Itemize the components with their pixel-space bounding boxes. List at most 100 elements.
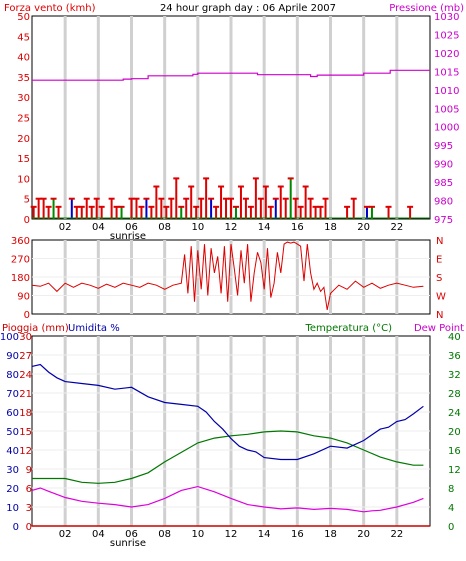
y-tick-label: 8	[448, 484, 454, 495]
y-tick-label: 180	[11, 273, 30, 284]
x-tick-label: 10	[191, 222, 204, 233]
y-tick-label: 20	[6, 484, 19, 495]
y-tick-label: 990	[434, 160, 453, 171]
y-tick-label: 0	[24, 310, 30, 321]
y-tick-label: 10	[17, 174, 30, 185]
y-tick-label: 80	[6, 370, 19, 381]
x-tick-label: 10	[191, 529, 204, 540]
x-tick-label: 12	[225, 529, 238, 540]
y-tick-label: 15	[17, 154, 30, 165]
y-tick-label: 24	[448, 408, 461, 419]
x-tick-label: 18	[324, 529, 337, 540]
y-tick-label: 1015	[434, 67, 459, 78]
y-tick-label: 1005	[434, 104, 459, 115]
y-tick-label: 30	[17, 93, 30, 104]
x-tick-label: 12	[225, 222, 238, 233]
y-tick-label: 20	[448, 427, 461, 438]
y-tick-label: 27	[19, 351, 32, 362]
y-tick-label: 18	[19, 408, 32, 419]
x-tick-label: 22	[390, 222, 403, 233]
temperature-axis-label: Temperatura (°C)	[304, 323, 392, 334]
y-tick-label: 70	[6, 389, 19, 400]
humidity-temperature-panel: 02 04 06 08 10 12 14 16 18 20 22sunrise01020304050…	[0, 332, 461, 549]
y-tick-label: 30	[19, 332, 32, 343]
y-tick-label: 25	[17, 114, 30, 125]
y-tick-label: 40	[448, 332, 461, 343]
y-tick-label: 9	[26, 465, 32, 476]
y-tick-label: 1030	[434, 12, 459, 23]
wind-direction-line	[31, 241, 424, 310]
x-tick-label: 04	[92, 222, 105, 233]
x-tick-label: 22	[390, 529, 403, 540]
x-tick-label: 06	[125, 529, 138, 540]
pressure-axis-label: Pressione (mb)	[389, 3, 464, 14]
x-tick-label: 16	[291, 222, 304, 233]
dewpoint-line	[31, 485, 424, 513]
y-tick-label: 35	[17, 73, 30, 84]
y-tick-label: E	[436, 255, 442, 266]
y-tick-label: 21	[19, 389, 32, 400]
y-tick-label: W	[436, 292, 446, 303]
y-tick-label: 50	[17, 12, 30, 23]
wind-axis-label: Forza vento (kmh)	[4, 3, 96, 14]
chart-title: 24 hour graph day : 06 Aprile 2007	[160, 3, 336, 14]
y-tick-label: 0	[13, 522, 19, 533]
x-tick-label: 20	[357, 222, 370, 233]
y-tick-label: S	[436, 273, 442, 284]
rain-axis-label: Pioggia (mm)	[2, 323, 69, 334]
humidity-line	[31, 363, 424, 461]
y-tick-label: 16	[448, 446, 461, 457]
y-tick-label: N	[436, 236, 443, 247]
y-tick-label: 45	[17, 32, 30, 43]
y-tick-label: 36	[448, 351, 461, 362]
y-tick-label: 12	[19, 446, 32, 457]
y-tick-label: 15	[19, 427, 32, 438]
y-tick-label: 270	[11, 255, 30, 266]
y-tick-label: 32	[448, 370, 461, 381]
y-tick-label: 12	[448, 465, 461, 476]
pressure-line	[32, 69, 430, 81]
x-tick-label: 20	[357, 529, 370, 540]
y-tick-label: 985	[434, 178, 453, 189]
x-tick-label: 14	[258, 529, 271, 540]
x-tick-label: 14	[258, 222, 271, 233]
y-tick-label: 6	[26, 484, 32, 495]
dewpoint-axis-label: Dew Point	[414, 323, 464, 334]
y-tick-label: 360	[11, 236, 30, 247]
y-tick-label: 100	[0, 332, 19, 343]
y-tick-label: 0	[26, 522, 32, 533]
y-tick-label: 995	[434, 141, 453, 152]
y-tick-label: 28	[448, 389, 461, 400]
y-tick-label: 50	[6, 427, 19, 438]
y-tick-label: 0	[448, 522, 454, 533]
x-tick-label: 08	[158, 529, 171, 540]
sunrise-label: sunrise	[110, 538, 146, 549]
y-tick-label: 975	[434, 215, 453, 226]
y-tick-label: 10	[6, 503, 19, 514]
y-tick-label: 0	[24, 215, 30, 226]
y-tick-label: 5	[24, 195, 30, 206]
y-tick-label: 40	[17, 53, 30, 64]
y-tick-label: 1000	[434, 123, 459, 134]
y-tick-label: 20	[17, 134, 30, 145]
y-tick-label: 30	[6, 465, 19, 476]
y-tick-label: N	[436, 310, 443, 321]
y-tick-label: 90	[17, 292, 30, 303]
x-tick-label: 18	[324, 222, 337, 233]
x-tick-label: 02	[59, 529, 72, 540]
y-tick-label: 980	[434, 197, 453, 208]
x-tick-label: 04	[92, 529, 105, 540]
y-tick-label: 40	[6, 446, 19, 457]
y-tick-label: 1025	[434, 30, 459, 41]
y-tick-label: 24	[19, 370, 32, 381]
x-tick-label: 06	[125, 222, 138, 233]
temperature-line	[32, 430, 424, 484]
y-tick-label: 1020	[434, 49, 459, 60]
y-tick-label: 60	[6, 408, 19, 419]
x-tick-label: 02	[59, 222, 72, 233]
x-tick-label: 08	[158, 222, 171, 233]
wind-pressure-panel: 02 04 06 08 10 12 14 16 18 20 22sunrise05101520253…	[17, 12, 459, 242]
